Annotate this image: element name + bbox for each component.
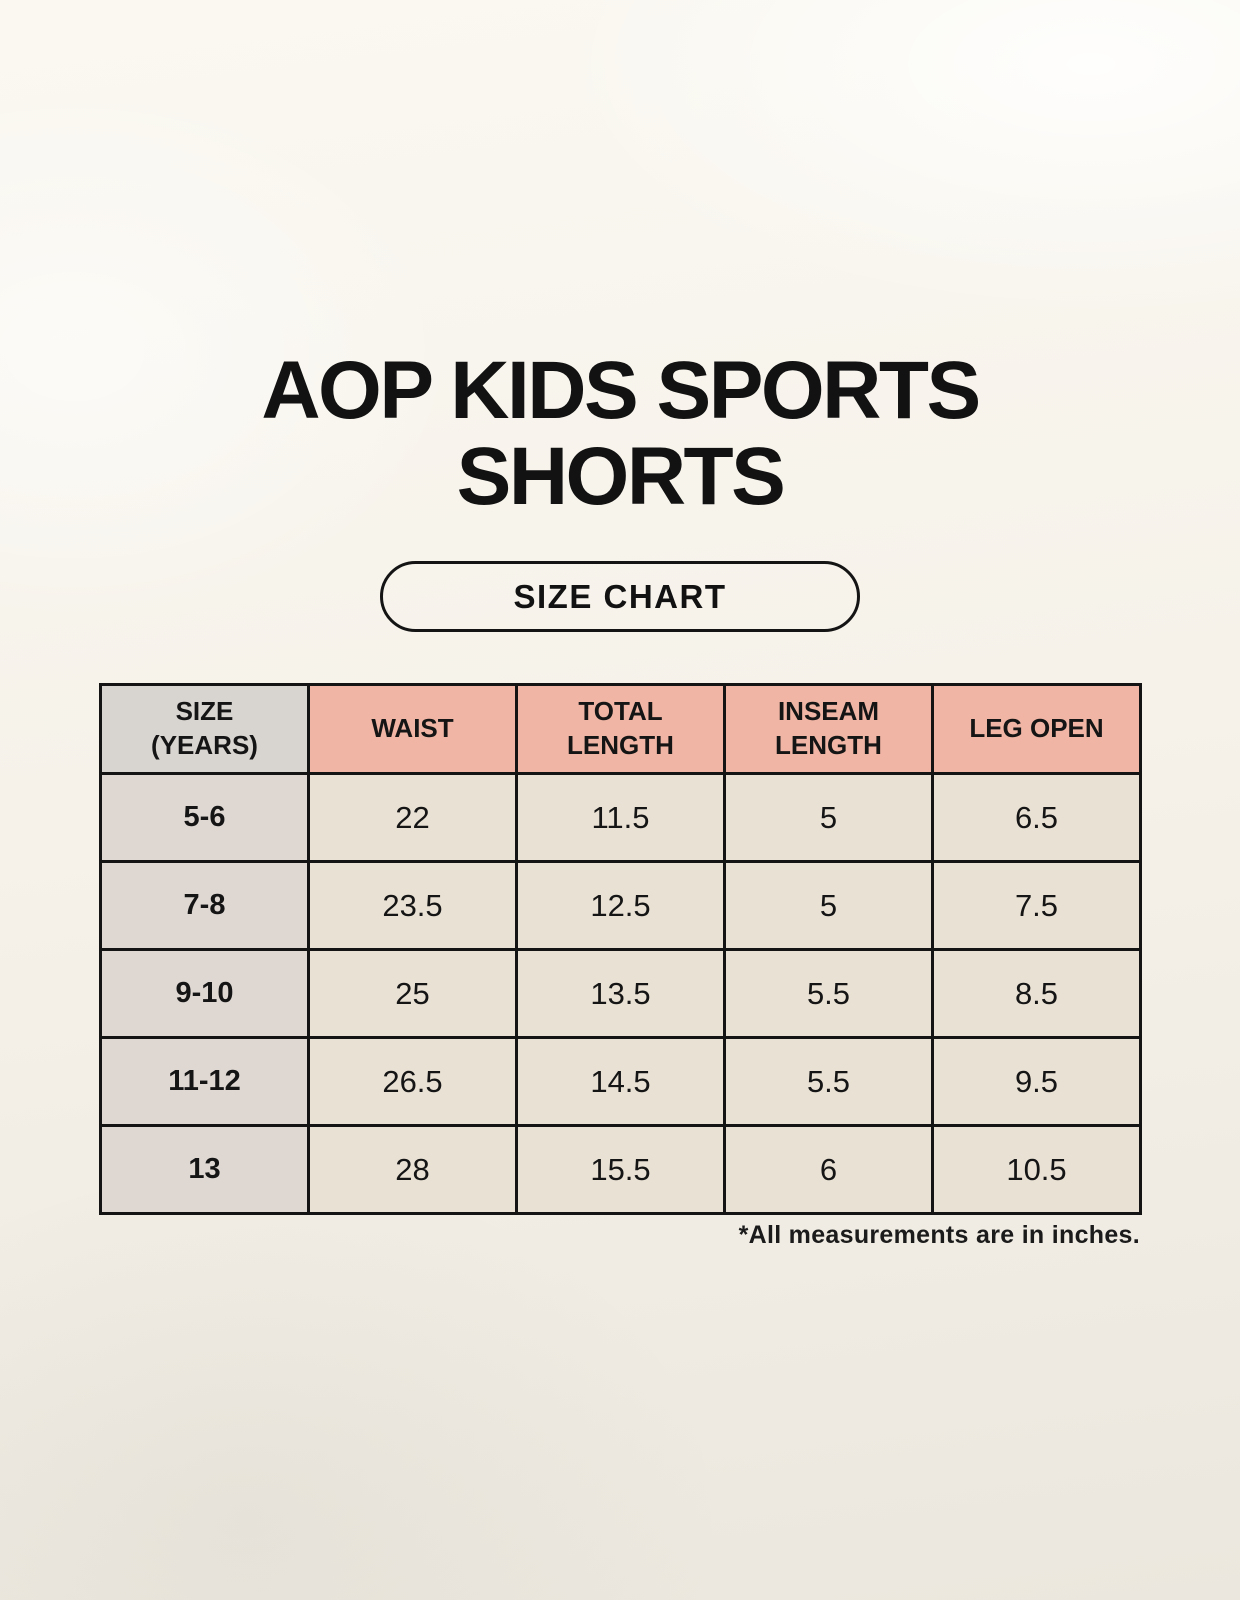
size-chart-badge: SIZE CHART	[380, 561, 860, 632]
waist-cell: 25	[307, 948, 518, 1039]
inseam-cell: 5	[723, 860, 934, 951]
size-cell: 11-12	[99, 1036, 310, 1127]
page-title-line1: AOP KIDS SPORTS	[261, 345, 981, 436]
leg-open-cell: 6.5	[931, 772, 1142, 863]
size-table-header-row: SIZE (YEARS) WAIST TOTAL LENGTH INSEAM L…	[99, 683, 1142, 775]
inseam-cell: 5	[723, 772, 934, 863]
size-table: SIZE (YEARS) WAIST TOTAL LENGTH INSEAM L…	[99, 683, 1142, 1215]
waist-cell: 23.5	[307, 860, 518, 951]
page-title: AOP KIDS SPORTS SHORTS	[0, 345, 1240, 523]
total-length-cell: 12.5	[515, 860, 726, 951]
waist-cell: 28	[307, 1124, 518, 1215]
leg-open-cell: 10.5	[931, 1124, 1142, 1215]
size-cell: 7-8	[99, 860, 310, 951]
table-row-11-12: 11-12 26.5 14.5 5.5 9.5	[99, 1036, 1142, 1127]
table-row-9-10: 9-10 25 13.5 5.5 8.5	[99, 948, 1142, 1039]
header-total-length: TOTAL LENGTH	[515, 683, 726, 775]
total-length-cell: 11.5	[515, 772, 726, 863]
leg-open-cell: 9.5	[931, 1036, 1142, 1127]
size-cell: 9-10	[99, 948, 310, 1039]
total-length-cell: 13.5	[515, 948, 726, 1039]
table-row-5-6: 5-6 22 11.5 5 6.5	[99, 772, 1142, 863]
total-length-cell: 14.5	[515, 1036, 726, 1127]
inseam-cell: 5.5	[723, 948, 934, 1039]
waist-cell: 22	[307, 772, 518, 863]
header-leg-open: LEG OPEN	[931, 683, 1142, 775]
inseam-cell: 6	[723, 1124, 934, 1215]
size-chart-badge-label: SIZE CHART	[513, 577, 727, 615]
size-cell: 5-6	[99, 772, 310, 863]
leg-open-cell: 7.5	[931, 860, 1142, 951]
size-cell: 13	[99, 1124, 310, 1215]
header-inseam-length: INSEAM LENGTH	[723, 683, 934, 775]
page-title-line2: SHORTS	[456, 431, 786, 523]
inseam-cell: 5.5	[723, 1036, 934, 1127]
total-length-cell: 15.5	[515, 1124, 726, 1215]
table-row-7-8: 7-8 23.5 12.5 5 7.5	[99, 860, 1142, 951]
waist-cell: 26.5	[307, 1036, 518, 1127]
leg-open-cell: 8.5	[931, 948, 1142, 1039]
header-size-years: SIZE (YEARS)	[99, 683, 310, 775]
table-row-13: 13 28 15.5 6 10.5	[99, 1124, 1142, 1215]
header-waist: WAIST	[307, 683, 518, 775]
measurements-note: *All measurements are in inches.	[738, 1221, 1140, 1249]
